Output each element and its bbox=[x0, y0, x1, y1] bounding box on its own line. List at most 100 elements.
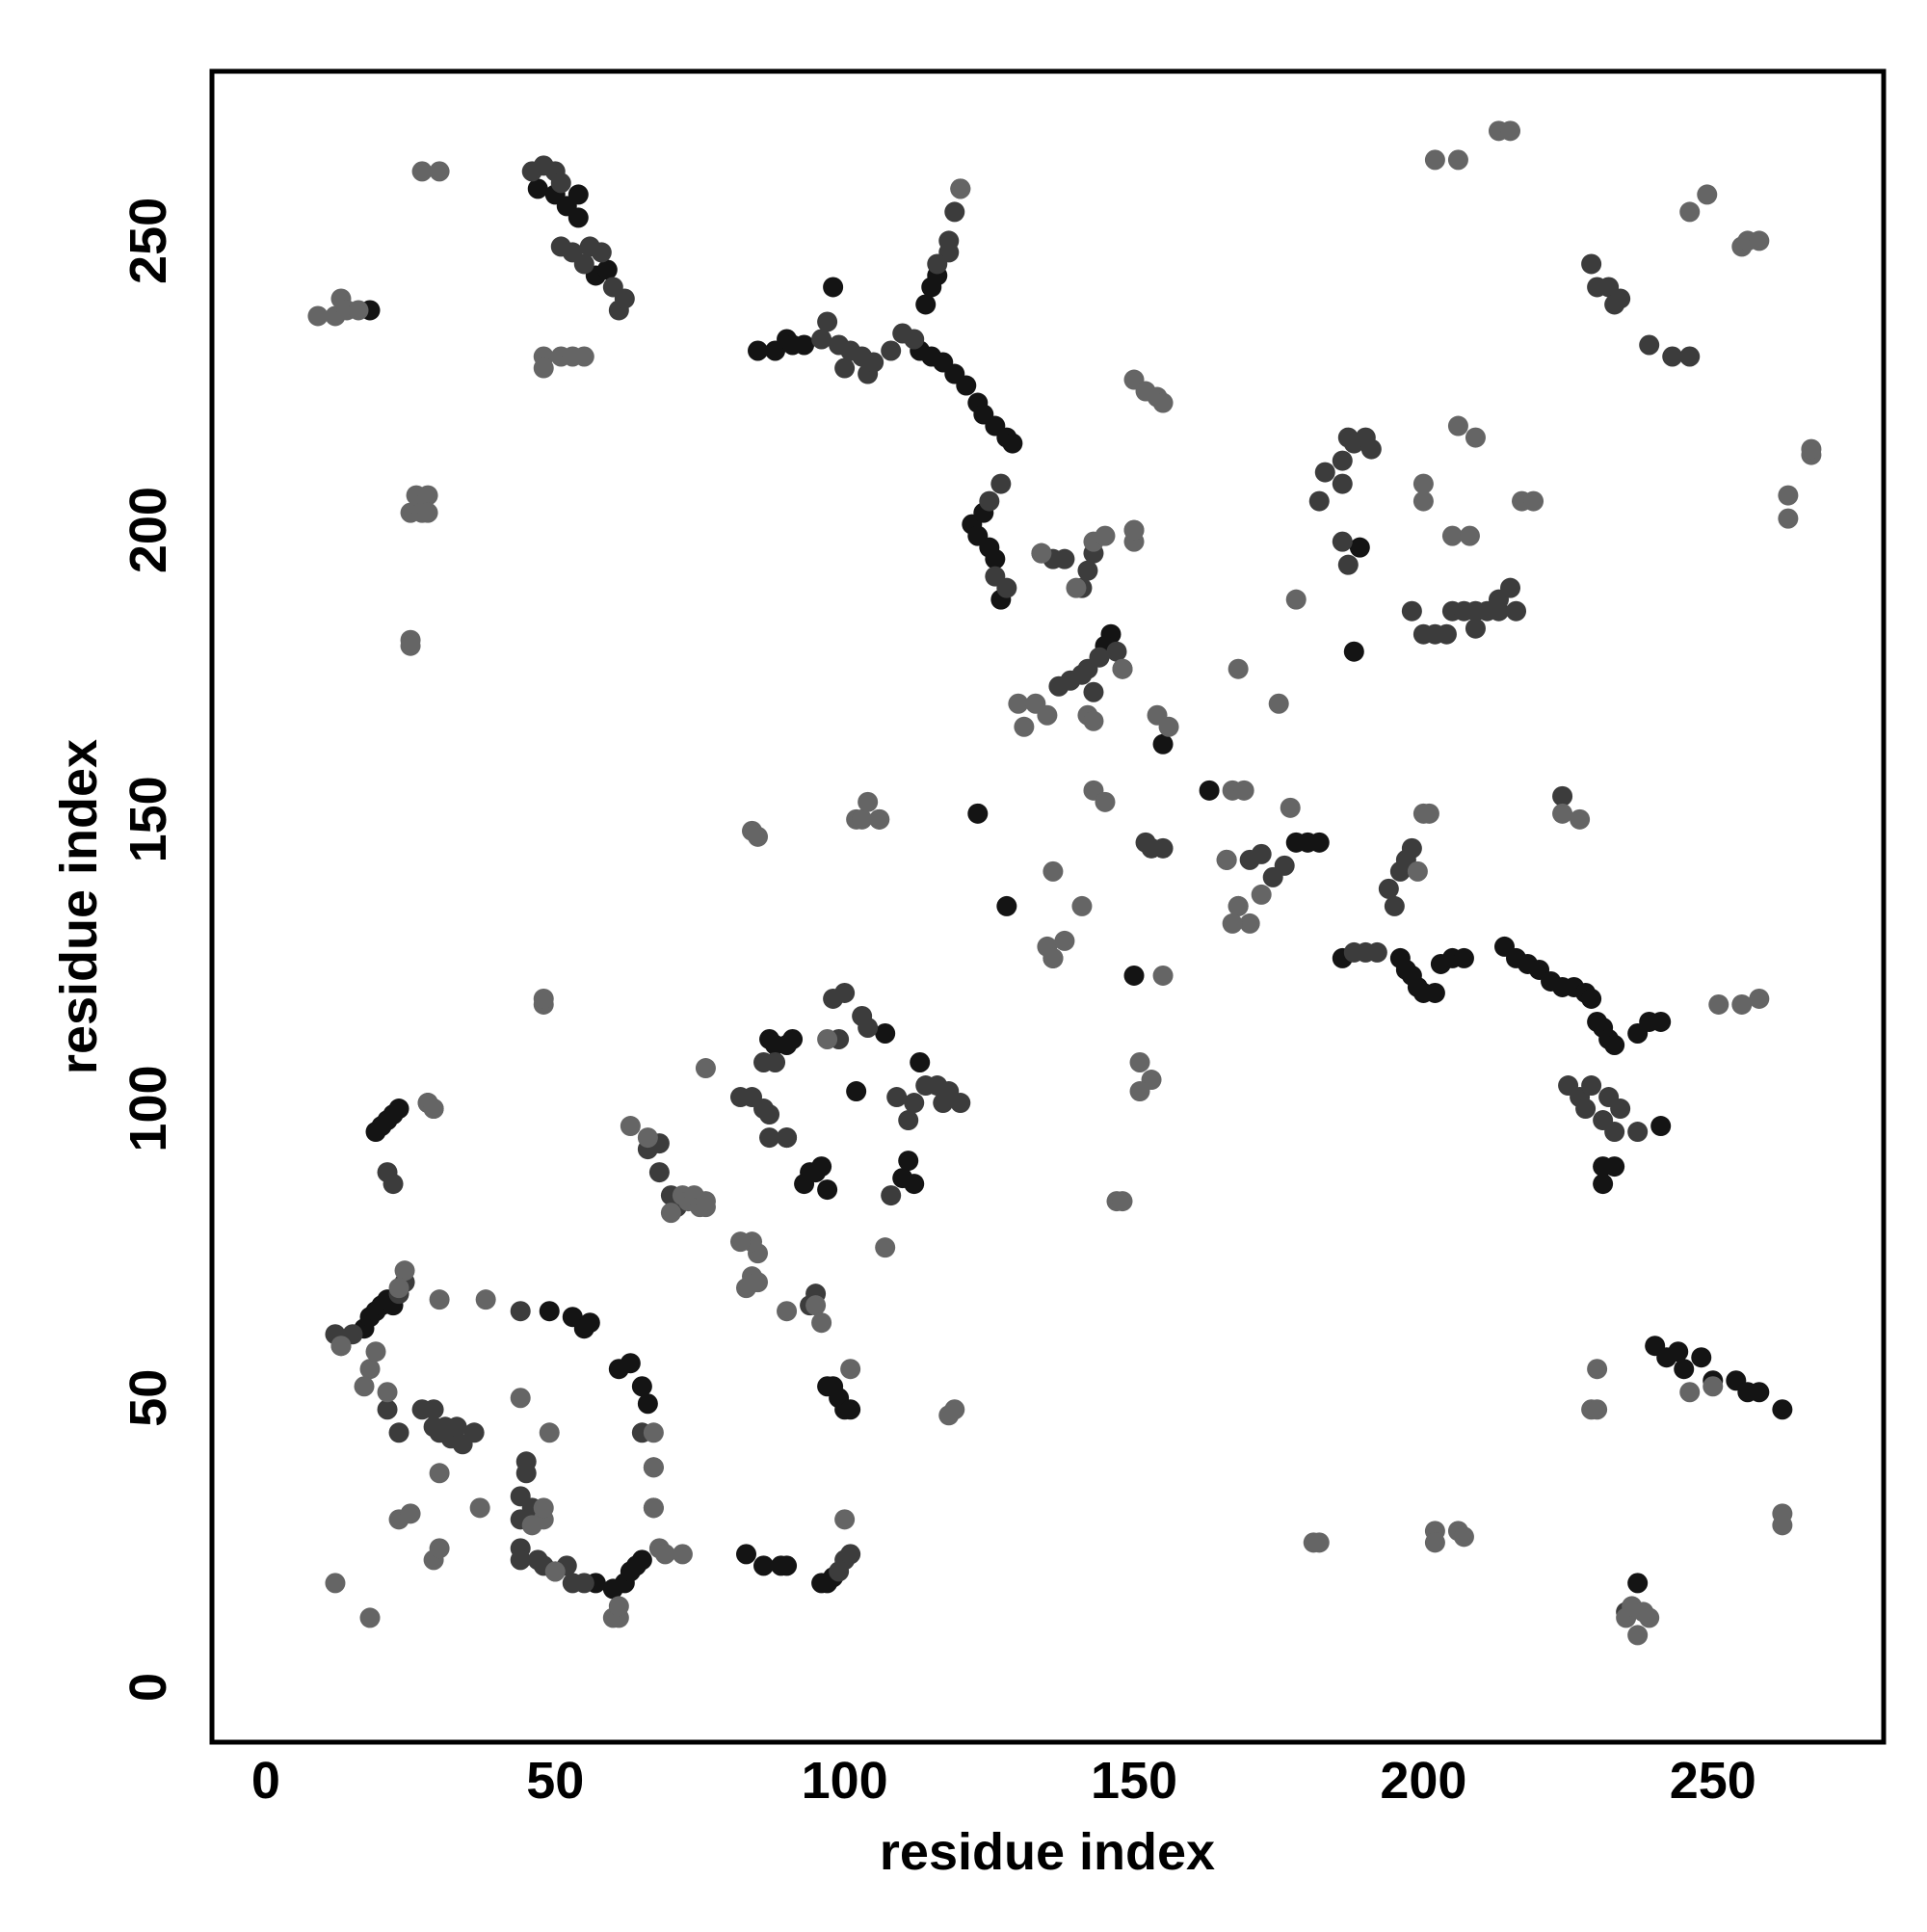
scatter-point bbox=[695, 1191, 716, 1212]
scatter-point bbox=[330, 1336, 352, 1357]
scatter-point bbox=[1112, 658, 1133, 679]
scatter-point bbox=[1604, 1034, 1625, 1055]
scatter-point bbox=[1749, 230, 1770, 251]
scatter-point bbox=[967, 803, 989, 824]
scatter-point bbox=[881, 1185, 902, 1206]
scatter-point bbox=[400, 1503, 421, 1524]
scatter-point bbox=[1668, 1341, 1689, 1363]
scatter-point bbox=[1581, 253, 1602, 275]
scatter-point bbox=[1488, 600, 1509, 622]
scatter-point bbox=[359, 1607, 381, 1628]
scatter-point bbox=[1123, 519, 1145, 541]
scatter-point bbox=[1679, 346, 1701, 367]
scatter-point bbox=[852, 808, 873, 830]
scatter-point bbox=[904, 329, 925, 350]
scatter-point bbox=[1593, 1174, 1614, 1195]
scatter-point bbox=[1077, 560, 1098, 581]
scatter-point bbox=[1332, 450, 1353, 471]
scatter-point bbox=[533, 1497, 554, 1519]
scatter-point bbox=[1436, 623, 1457, 645]
scatter-point bbox=[1424, 1532, 1445, 1553]
scatter-point bbox=[469, 1497, 490, 1519]
scatter-point bbox=[579, 1312, 600, 1334]
scatter-point bbox=[869, 808, 890, 830]
scatter-point bbox=[1506, 600, 1527, 622]
scatter-point bbox=[1465, 427, 1486, 448]
scatter-point bbox=[1332, 473, 1353, 494]
scatter-point bbox=[1418, 803, 1439, 824]
scatter-point bbox=[388, 1098, 409, 1120]
scatter-point bbox=[1604, 1156, 1625, 1178]
scatter-point bbox=[1500, 577, 1521, 598]
scatter-point bbox=[817, 311, 838, 332]
scatter-point bbox=[886, 1087, 908, 1108]
scatter-point bbox=[643, 1497, 664, 1519]
scatter-point bbox=[1453, 947, 1474, 968]
scatter-point bbox=[648, 1162, 670, 1183]
scatter-point bbox=[1233, 780, 1254, 801]
scatter-point bbox=[1043, 860, 1064, 882]
scatter-point bbox=[1407, 860, 1428, 882]
scatter-point bbox=[1447, 149, 1468, 171]
scatter-point bbox=[1772, 1399, 1793, 1420]
scatter-point bbox=[608, 1596, 629, 1617]
scatter-point bbox=[411, 161, 433, 182]
scatter-point bbox=[527, 178, 548, 199]
scatter-point bbox=[834, 357, 856, 379]
points bbox=[307, 120, 1822, 1646]
scatter-point bbox=[1222, 913, 1243, 934]
scatter-point bbox=[1570, 808, 1591, 830]
scatter-point bbox=[1679, 1382, 1701, 1403]
scatter-point bbox=[898, 1151, 919, 1172]
scatter-point bbox=[1239, 913, 1260, 934]
scatter-point bbox=[915, 294, 937, 315]
scatter-point bbox=[944, 1399, 965, 1420]
scatter-point bbox=[1095, 791, 1116, 812]
scatter-point bbox=[881, 340, 902, 361]
scatter-point bbox=[979, 490, 1000, 512]
scatter-point bbox=[904, 1093, 925, 1114]
scatter-point bbox=[417, 502, 438, 523]
scatter-point bbox=[1308, 1532, 1330, 1553]
scatter-point bbox=[388, 1278, 409, 1299]
scatter-point bbox=[539, 1301, 560, 1322]
x-tick-label: 100 bbox=[802, 1752, 888, 1810]
scatter-point bbox=[383, 1174, 404, 1195]
scatter-point bbox=[1465, 618, 1486, 639]
scatter-point bbox=[1083, 710, 1104, 731]
scatter-point bbox=[1152, 965, 1174, 986]
scatter-point bbox=[858, 1017, 879, 1038]
scatter-point bbox=[823, 277, 844, 298]
scatter-point bbox=[1523, 490, 1544, 512]
scatter-point bbox=[429, 1538, 450, 1559]
scatter-point bbox=[1500, 120, 1521, 142]
scatter-point bbox=[1106, 641, 1127, 662]
scatter-point bbox=[996, 577, 1017, 598]
scatter-point bbox=[858, 791, 879, 812]
scatter-point bbox=[736, 1544, 757, 1565]
scatter-point bbox=[1581, 988, 1602, 1009]
scatter-point bbox=[348, 300, 369, 321]
scatter-point bbox=[1378, 878, 1399, 899]
y-tick-label: 150 bbox=[119, 776, 177, 862]
scatter-point bbox=[777, 1127, 798, 1149]
scatter-point bbox=[1412, 490, 1434, 512]
scatter-point bbox=[1691, 1347, 1712, 1368]
scatter-point bbox=[417, 485, 438, 506]
y-tick-label: 0 bbox=[119, 1673, 177, 1702]
scatter-point bbox=[759, 1104, 780, 1125]
scatter-point bbox=[1216, 849, 1237, 870]
scatter-point bbox=[429, 161, 450, 182]
scatter-point bbox=[1401, 837, 1422, 859]
scatter-point bbox=[1674, 1359, 1695, 1380]
scatter-point bbox=[1749, 1382, 1770, 1403]
scatter-point bbox=[777, 1555, 798, 1576]
scatter-point bbox=[1424, 982, 1445, 1003]
scatter-point bbox=[539, 1422, 560, 1443]
scatter-point bbox=[817, 1028, 838, 1049]
scatter-point bbox=[1002, 433, 1023, 454]
scatter-point bbox=[1360, 438, 1382, 460]
scatter-point bbox=[568, 184, 589, 205]
x-tick-label: 50 bbox=[526, 1752, 584, 1810]
scatter-point bbox=[521, 1515, 542, 1536]
